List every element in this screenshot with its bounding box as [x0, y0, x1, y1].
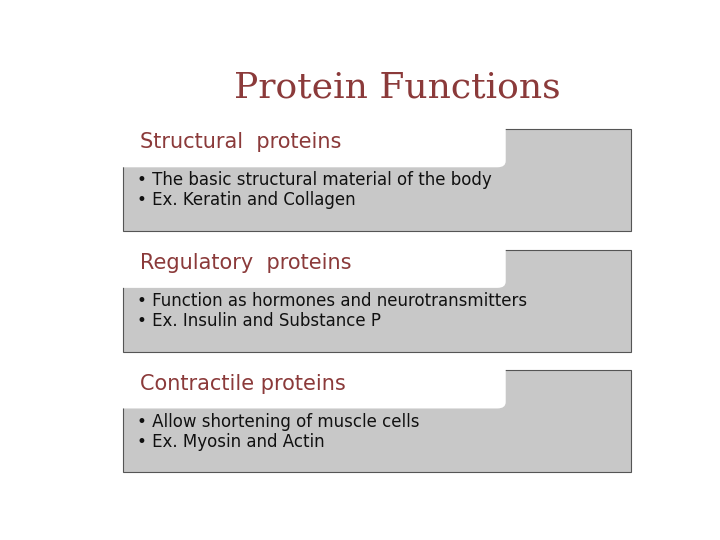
Text: • Ex. Insulin and Substance P: • Ex. Insulin and Substance P: [138, 312, 382, 330]
Text: Regulatory  proteins: Regulatory proteins: [140, 253, 352, 273]
FancyBboxPatch shape: [115, 117, 505, 167]
Bar: [124, 370, 631, 472]
Text: • Ex. Myosin and Actin: • Ex. Myosin and Actin: [138, 433, 325, 450]
Text: Protein Functions: Protein Functions: [233, 71, 560, 105]
FancyBboxPatch shape: [115, 359, 505, 408]
Text: Contractile proteins: Contractile proteins: [140, 374, 346, 394]
Bar: [124, 129, 631, 231]
Text: Structural  proteins: Structural proteins: [140, 132, 341, 152]
FancyBboxPatch shape: [115, 238, 505, 288]
Text: • Allow shortening of muscle cells: • Allow shortening of muscle cells: [138, 413, 420, 430]
Text: • The basic structural material of the body: • The basic structural material of the b…: [138, 172, 492, 190]
Bar: [124, 250, 631, 352]
Text: • Function as hormones and neurotransmitters: • Function as hormones and neurotransmit…: [138, 292, 528, 310]
Text: • Ex. Keratin and Collagen: • Ex. Keratin and Collagen: [138, 191, 356, 210]
